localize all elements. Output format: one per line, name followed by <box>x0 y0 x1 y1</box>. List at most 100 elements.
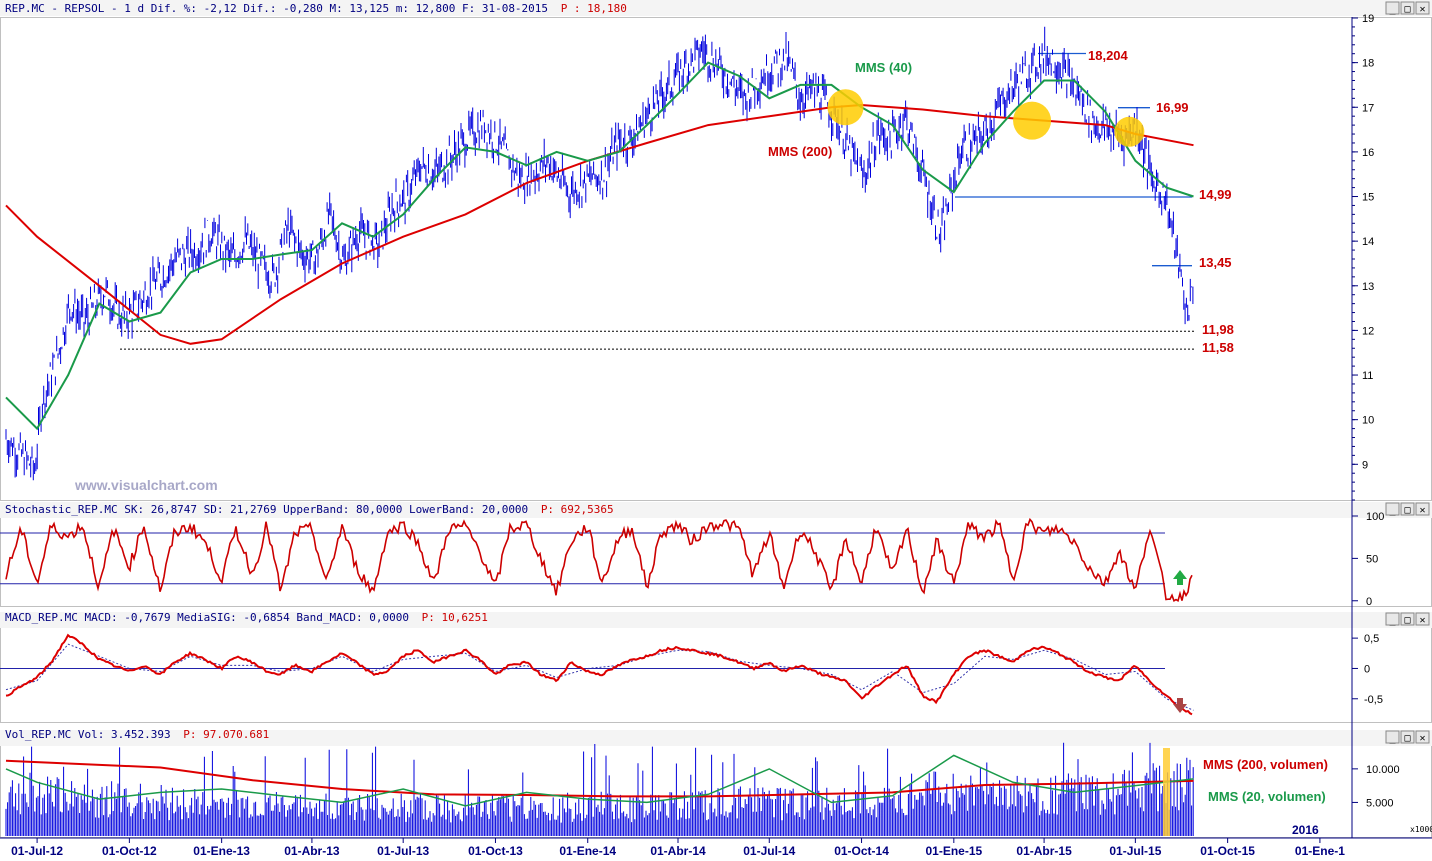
window-button-label: ✕ <box>1419 4 1425 15</box>
panel-frame <box>0 625 1432 723</box>
macd-path <box>5 633 1193 716</box>
stochastic-path <box>5 517 1193 603</box>
y-tick-label: 10 <box>1362 415 1374 427</box>
x-tick-label: 01-Abr-14 <box>650 844 706 857</box>
stochastic-bands <box>0 532 1165 585</box>
x-tick-label: 01-Abr-13 <box>284 844 340 857</box>
x-tick-label: 01-Ene-15 <box>925 844 982 857</box>
volume-mms20-line <box>5 754 1194 807</box>
arrow-up-icon <box>1173 570 1187 585</box>
window-button-label: _ <box>1389 505 1396 516</box>
window-button[interactable] <box>1415 730 1430 744</box>
level-label-1699: 16,99 <box>1156 100 1189 115</box>
year-label: 2016 <box>1292 823 1319 837</box>
window-button-label: _ <box>1389 4 1396 15</box>
price-header: REP.MC - REPSOL - 1 d Dif. %: -2,12 Dif.… <box>5 2 627 15</box>
y-tick-label: 50 <box>1366 553 1378 565</box>
y-tick-label: 12 <box>1362 325 1374 337</box>
panel-frame <box>0 515 1432 607</box>
panel-header-bar <box>0 612 1432 628</box>
price-y-axis: 19 18 17 16 15 14 13 12 11 10 9 <box>1352 13 1374 501</box>
vol-mms20-label: MMS (20, volumen) <box>1208 789 1326 804</box>
window-button-label: □ <box>1404 733 1410 744</box>
window-button[interactable] <box>1385 730 1400 744</box>
volume-y-axis: 10.000 5.000 <box>1352 764 1400 809</box>
x-tick-label: 01-Ene-1 <box>1295 844 1345 857</box>
window-button[interactable] <box>1400 1 1415 15</box>
window-button-label: _ <box>1389 733 1396 744</box>
volume-bars-path <box>5 742 1194 836</box>
volume-mms20-path <box>5 754 1194 807</box>
y-tick-label: 0 <box>1366 596 1372 608</box>
mms40-line <box>5 61 1194 431</box>
level-label-1499: 14,99 <box>1199 187 1232 202</box>
volume-panel[interactable]: Vol_REP.MC Vol: 3.452.393 P: 97.070.681 … <box>5 728 1432 836</box>
window-controls[interactable]: _ □ ✕ _ □ ✕ _ □ ✕ _ □ ✕ <box>1385 1 1430 744</box>
x-tick-label: 01-Abr-15 <box>1016 844 1072 857</box>
window-button-label: ✕ <box>1419 733 1425 744</box>
volume-mms200-path <box>5 759 1194 798</box>
stochastic-line <box>5 517 1193 603</box>
stochastic-panel[interactable]: Stochastic_REP.MC SK: 26,8747 SD: 21,276… <box>0 503 1384 608</box>
window-button[interactable] <box>1415 502 1430 516</box>
macd-header: MACD_REP.MC MACD: -0,7679 MediaSIG: -0,6… <box>5 611 488 624</box>
window-button-label: ✕ <box>1419 615 1425 626</box>
watermark: www.visualchart.com <box>74 477 218 493</box>
window-button-label: ✕ <box>1419 505 1425 516</box>
crossover-circle <box>1013 101 1052 140</box>
x-tick-label: 01-Jul-14 <box>743 844 795 857</box>
window-button[interactable] <box>1385 502 1400 516</box>
price-bars <box>5 26 1194 481</box>
level-label-1158: 11,58 <box>1202 340 1234 355</box>
window-button[interactable] <box>1415 1 1430 15</box>
volume-header: Vol_REP.MC Vol: 3.452.393 P: 97.070.681 <box>5 728 269 741</box>
y-tick-label: 14 <box>1362 236 1374 248</box>
date-axis: 01-Jul-12 01-Oct-12 01-Ene-13 01-Abr-13 01-J… <box>11 823 1345 858</box>
y-tick-label: 15 <box>1362 192 1374 204</box>
window-button-label: □ <box>1404 4 1410 15</box>
x-tick-label: 01-Oct-14 <box>834 844 889 857</box>
y-tick-label: -0,5 <box>1364 694 1383 706</box>
window-button[interactable] <box>1415 612 1430 626</box>
mms200-label: MMS (200) <box>768 144 832 159</box>
window-button[interactable] <box>1385 1 1400 15</box>
macd-panel[interactable]: MACD_REP.MC MACD: -0,7679 MediaSIG: -0,6… <box>0 611 1383 716</box>
window-button[interactable] <box>1385 612 1400 626</box>
y-tick-label: 16 <box>1362 147 1374 159</box>
window-button-label: □ <box>1404 615 1410 626</box>
volume-bars <box>5 742 1194 836</box>
stochastic-y-axis: 100 50 0 <box>1352 511 1384 608</box>
y-tick-label: 11 <box>1362 370 1373 382</box>
mms200-line <box>5 103 1194 345</box>
y-tick-label: 9 <box>1362 459 1368 471</box>
panel-header-bar <box>0 0 1432 16</box>
window-button-label: _ <box>1389 615 1396 626</box>
window-button-label: □ <box>1404 505 1410 516</box>
level-label-18204: 18,204 <box>1088 48 1129 63</box>
mms200-path <box>5 103 1194 345</box>
y-tick-label: 18 <box>1362 58 1374 70</box>
window-button[interactable] <box>1400 730 1415 744</box>
price-panel[interactable]: REP.MC - REPSOL - 1 d Dif. %: -2,12 Dif.… <box>5 2 1374 501</box>
macd-signal-line <box>5 643 1194 711</box>
x-tick-label: 01-Jul-15 <box>1109 844 1161 857</box>
x-tick-label: 01-Oct-15 <box>1200 844 1255 857</box>
panel-header-bar <box>0 730 1432 746</box>
window-button[interactable] <box>1400 612 1415 626</box>
y-tick-label: 0,5 <box>1364 633 1379 645</box>
crossover-highlights <box>827 89 1145 147</box>
y-tick-label: 100 <box>1366 511 1384 523</box>
arrow-down-icon <box>1173 698 1187 713</box>
x-tick-label: 01-Jul-12 <box>11 844 63 857</box>
x-tick-label: 01-Oct-12 <box>102 844 157 857</box>
macd-signal-path <box>5 643 1194 711</box>
level-label-1345: 13,45 <box>1199 255 1232 270</box>
volume-mms200-line <box>5 759 1194 798</box>
window-button[interactable] <box>1400 502 1415 516</box>
macd-line <box>5 633 1193 716</box>
volume-unit-label: x1000 <box>1410 825 1432 834</box>
x-tick-label: 01-Ene-14 <box>559 844 616 857</box>
price-bars-path <box>5 26 1194 481</box>
level-label-1198: 11,98 <box>1202 322 1234 337</box>
